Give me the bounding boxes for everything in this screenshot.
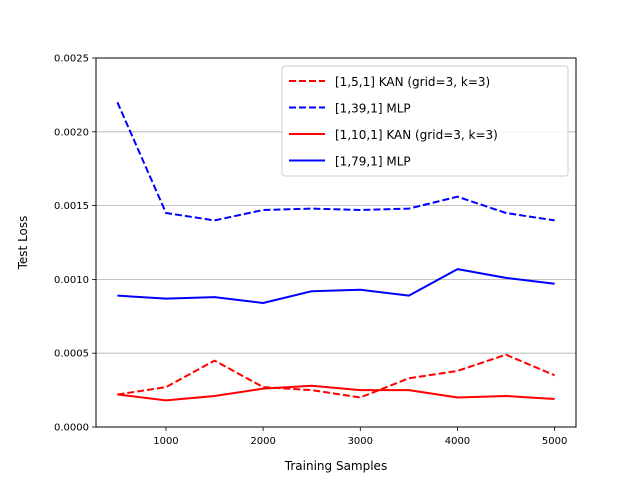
series-line-1 xyxy=(117,353,555,399)
legend: [1,5,1] KAN (grid=3, k=3) [1,39,1] MLP [1,… xyxy=(281,65,569,177)
series-line-3 xyxy=(117,384,555,402)
series-layer xyxy=(116,101,555,402)
y-tick-label: 0.0025 xyxy=(54,54,89,65)
y-tick-label: 0.0015 xyxy=(54,201,89,212)
y-tick-label: 0.0000 xyxy=(54,423,89,434)
series-line-4 xyxy=(117,268,555,304)
x-axis-label: Training Samples xyxy=(284,459,387,473)
x-tick-label: 1000 xyxy=(153,436,178,447)
legend-label-4: [1,79,1] MLP xyxy=(335,155,411,169)
legend-box xyxy=(281,65,569,177)
y-axis-label: Test Loss xyxy=(16,216,30,271)
y-tick-label: 0.0010 xyxy=(54,275,89,286)
legend-label-2: [1,39,1] MLP xyxy=(335,102,411,116)
legend-label-3: [1,10,1] KAN (grid=3, k=3) xyxy=(335,128,498,142)
x-tick-label: 5000 xyxy=(542,436,567,447)
tick-layer: 1000 2000 3000 4000 5000 0.0000 0.0005 0.0010 0.… xyxy=(54,54,567,448)
x-tick-label: 4000 xyxy=(445,436,470,447)
y-tick-label: 0.0005 xyxy=(54,349,89,360)
x-tick-label: 3000 xyxy=(348,436,373,447)
legend-label-1: [1,5,1] KAN (grid=3, k=3) xyxy=(335,75,490,89)
y-tick-label: 0.0020 xyxy=(54,127,89,138)
series-line-2 xyxy=(116,101,555,222)
plot-frame xyxy=(95,57,577,428)
x-tick-label: 2000 xyxy=(250,436,275,447)
